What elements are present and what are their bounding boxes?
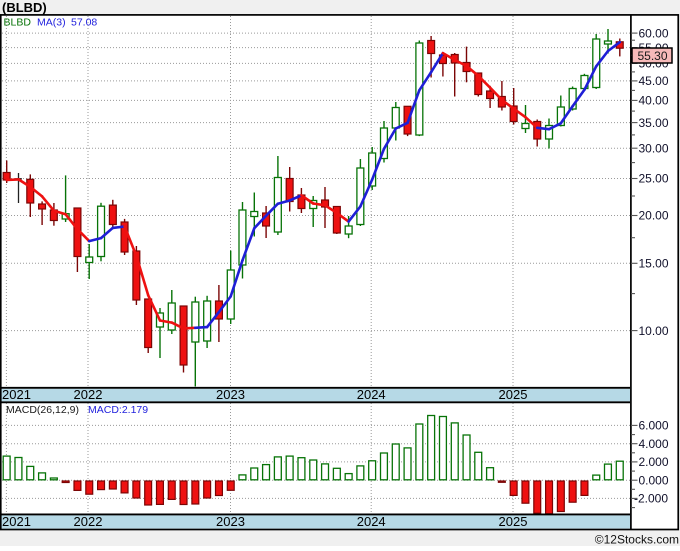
svg-text:2023: 2023 <box>216 387 245 402</box>
svg-text:BLBD: BLBD <box>4 17 32 29</box>
svg-text:2022: 2022 <box>74 514 103 529</box>
svg-text:0.000: 0.000 <box>639 473 669 487</box>
svg-text:55.30: 55.30 <box>638 49 668 63</box>
svg-text:MACD:2.179: MACD:2.179 <box>88 404 148 416</box>
svg-text:2025: 2025 <box>499 514 528 529</box>
svg-text:20.00: 20.00 <box>639 209 669 223</box>
svg-text:©12Stocks.com: ©12Stocks.com <box>595 533 679 547</box>
svg-text:-2.000: -2.000 <box>634 492 668 506</box>
svg-text:2025: 2025 <box>499 387 528 402</box>
svg-text:35.00: 35.00 <box>639 116 669 130</box>
svg-text:60.00: 60.00 <box>639 26 669 40</box>
svg-text:45.00: 45.00 <box>639 74 669 88</box>
svg-text:2021: 2021 <box>2 514 31 529</box>
svg-text:2.000: 2.000 <box>639 455 669 469</box>
svg-text:(BLBD): (BLBD) <box>2 0 47 15</box>
svg-text:15.00: 15.00 <box>639 257 669 271</box>
svg-text:MACD(26,12,9): MACD(26,12,9) <box>6 404 79 416</box>
svg-text:2022: 2022 <box>74 387 103 402</box>
svg-text:MA(3): MA(3) <box>37 17 66 29</box>
svg-text:2024: 2024 <box>357 387 386 402</box>
svg-text:25.00: 25.00 <box>639 172 669 186</box>
svg-text:10.00: 10.00 <box>639 324 669 338</box>
svg-text:2021: 2021 <box>2 387 31 402</box>
svg-text:30.00: 30.00 <box>639 141 669 155</box>
svg-text:40.00: 40.00 <box>639 94 669 108</box>
svg-text:2023: 2023 <box>216 514 245 529</box>
svg-text:6.000: 6.000 <box>639 419 669 433</box>
svg-text:2024: 2024 <box>357 514 386 529</box>
svg-text:4.000: 4.000 <box>639 437 669 451</box>
svg-text:57.08: 57.08 <box>71 17 97 29</box>
